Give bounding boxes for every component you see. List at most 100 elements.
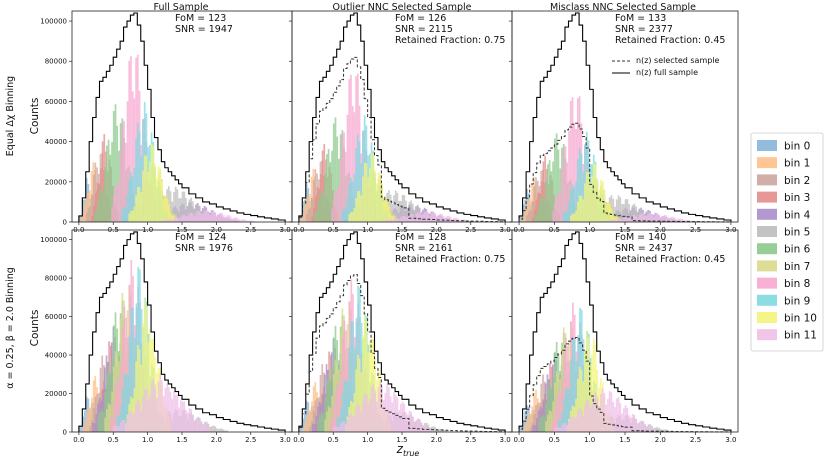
bin-8-bar — [116, 375, 119, 432]
bin-11-bar — [118, 426, 120, 432]
bin-10-bar — [356, 191, 359, 222]
bin-8-bar — [119, 150, 122, 222]
bin-9-bar — [130, 171, 132, 222]
bin-11-bar — [628, 415, 631, 432]
bin-9-bar — [576, 159, 579, 222]
bin-2-bar — [314, 400, 317, 432]
bin-11-bar — [145, 389, 148, 432]
bin-11-bar — [458, 219, 461, 222]
bin-11-bar — [202, 213, 205, 222]
bin-8-bar — [329, 418, 332, 432]
bin-11-bar — [173, 218, 175, 222]
legend-bin-4-label: bin 4 — [784, 209, 811, 221]
bin-10-bar — [578, 195, 581, 222]
bin-11-bar — [245, 220, 248, 222]
bin-11-bar — [585, 399, 588, 432]
bin-11-bar — [386, 219, 388, 222]
bin-10-bar — [592, 338, 595, 432]
bin-11-bar — [198, 211, 201, 222]
bin-7-bar — [106, 409, 108, 432]
panel-annotation: FoM = 133 — [615, 13, 666, 24]
bin-6-bar — [324, 173, 327, 222]
bin-4-bar — [91, 422, 94, 432]
bin-10-bar — [362, 176, 364, 222]
bin-11-bar — [226, 215, 229, 222]
bin-7-bar — [545, 421, 547, 432]
bin-11-bar — [363, 393, 366, 432]
bin-5-bar — [214, 426, 217, 432]
bin-2-bar — [307, 209, 310, 222]
bin-1-bar — [80, 217, 83, 222]
bin-11-bar — [449, 217, 452, 222]
bin-11-bar — [422, 214, 425, 222]
bin-11-bar — [603, 220, 606, 222]
bin-11-bar — [235, 217, 237, 222]
bin-9-bar — [338, 417, 341, 432]
bin-1-bar — [525, 201, 528, 222]
bin-6-bar — [99, 189, 101, 222]
bin-7-bar — [332, 374, 335, 432]
bin-4-bar — [322, 394, 324, 432]
bin-10-bar — [162, 198, 165, 222]
bin-6-bar — [326, 154, 328, 222]
bin-2-bar — [314, 169, 317, 222]
bin-6-bar — [94, 212, 96, 222]
bin-5-bar — [660, 429, 662, 432]
bin-5-bar — [614, 206, 616, 222]
bin-9-bar — [344, 209, 347, 222]
nz-selected-sample-line — [298, 56, 506, 223]
legend-bin-1-swatch — [757, 157, 777, 169]
bin-1-bar — [92, 380, 95, 432]
nz-full-sample-line — [518, 231, 732, 432]
bin-11-bar — [217, 214, 220, 222]
bin-9-bar — [133, 338, 136, 432]
bin-11-bar — [571, 416, 574, 432]
bin-4-bar — [537, 410, 540, 432]
bin-10-bar — [370, 153, 373, 222]
bin-5-bar — [188, 199, 191, 222]
bin-11-bar — [238, 219, 241, 222]
bin-11-bar — [190, 409, 193, 432]
legend-bin-4-swatch — [757, 208, 777, 220]
bin-11-bar — [633, 414, 636, 432]
bin-3-bar — [314, 196, 317, 222]
bin-11-bar — [188, 213, 191, 222]
y-tick-label: 80000 — [45, 275, 67, 283]
bin-11-bar — [126, 417, 129, 432]
bin-11-bar — [436, 215, 438, 222]
bin-11-bar — [173, 390, 175, 432]
bin-8-bar — [331, 208, 333, 222]
bin-2-bar — [309, 207, 312, 222]
bin-11-bar — [394, 217, 397, 222]
panel-r0-c0: 0.0 0.5 1.0 1.5 2.0 2.5 3.00200004000060000800… — [40, 10, 293, 234]
bin-2-bar — [311, 197, 313, 222]
bin-11-bar — [247, 220, 249, 222]
bin-8-bar — [343, 132, 345, 222]
bin-6-bar — [114, 104, 117, 222]
legend-bin-7-label: bin 7 — [784, 261, 810, 273]
bin-10-bar — [569, 215, 572, 222]
bin-10-bar — [580, 369, 583, 432]
bin-11-bar — [463, 219, 466, 222]
legend-bin-6-label: bin 6 — [784, 244, 811, 256]
bin-1-bar — [303, 205, 306, 222]
bin-11-bar — [157, 381, 160, 432]
bin-11-bar — [566, 425, 569, 432]
bin-11-bar — [661, 216, 664, 222]
panels-layer: 0.0 0.5 1.0 1.5 2.0 2.5 3.0 0 20000 40000 60000 800… — [40, 10, 739, 444]
bin-6-bar — [116, 125, 119, 222]
bin-9-bar — [128, 335, 131, 432]
bin-11-bar — [166, 383, 168, 432]
bin-11-bar — [193, 216, 196, 222]
bin-11-bar — [468, 220, 471, 222]
bin-11-bar — [252, 220, 254, 222]
bin-10-bar — [377, 172, 380, 222]
bin-11-bar — [406, 414, 409, 432]
bin-1-bar — [89, 407, 92, 432]
bin-9-bar — [355, 147, 357, 222]
bin-6-bar — [102, 411, 105, 432]
x-tick-label: 0.5 — [549, 436, 560, 444]
bin-8-bar — [563, 352, 565, 432]
bin-10-bar — [599, 179, 602, 222]
bin-0-bar — [304, 410, 306, 432]
